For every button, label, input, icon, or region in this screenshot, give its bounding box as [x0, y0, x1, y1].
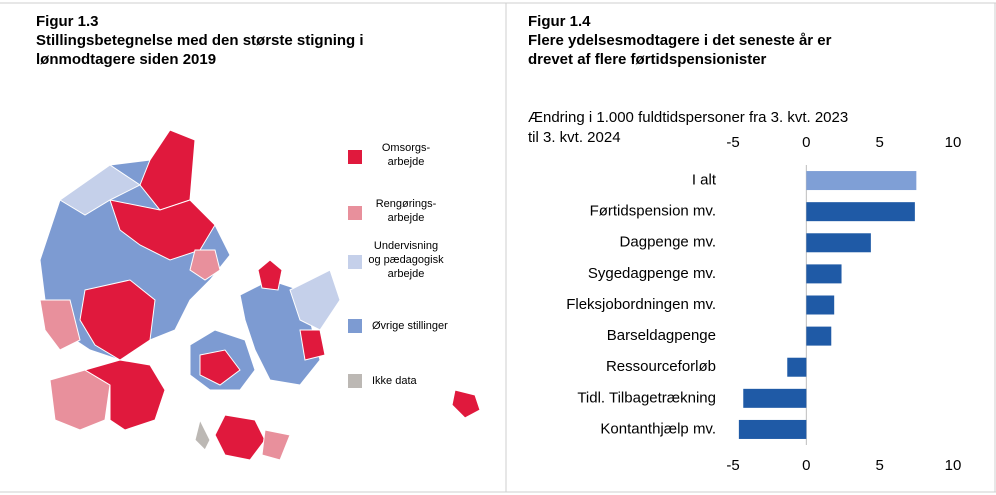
legend-label: arbejde — [388, 156, 425, 168]
x-tick-label: -5 — [726, 457, 739, 474]
legend-label: arbejde — [388, 212, 425, 224]
bar — [806, 171, 917, 191]
legend-label: og pædagogisk — [368, 254, 444, 266]
bar — [787, 357, 807, 377]
legend-label: arbejde — [388, 268, 425, 280]
bar — [806, 233, 871, 253]
bar — [743, 388, 807, 408]
legend-swatch — [348, 150, 362, 164]
x-tick-label: 10 — [945, 134, 962, 151]
x-tick-label: 5 — [875, 134, 883, 151]
x-tick-label: 5 — [875, 457, 883, 474]
title-line: Flere ydelsesmodtagere i det seneste år … — [528, 32, 832, 49]
legend-label: Ikke data — [372, 375, 418, 387]
title-line: lønmodtagere siden 2019 — [36, 51, 216, 68]
bar — [806, 295, 835, 315]
legend-swatch — [348, 319, 362, 333]
bar — [806, 326, 832, 346]
y-tick-label: Tidl. Tilbagetrækning — [577, 389, 716, 406]
x-tick-label: 0 — [802, 134, 810, 151]
x-tick-label: -5 — [726, 134, 739, 151]
y-tick-label: Fleksjobordningen mv. — [566, 296, 716, 313]
y-tick-label: Barseldagpenge — [607, 327, 716, 344]
title-line: Stillingsbetegnelse med den største stig… — [36, 32, 364, 49]
bar — [806, 264, 842, 284]
legend-swatch — [348, 374, 362, 388]
x-tick-label: 10 — [945, 457, 962, 474]
bar — [806, 202, 915, 222]
legend-label: Rengørings- — [376, 198, 437, 210]
legend-label: Omsorgs- — [382, 142, 431, 154]
y-tick-label: Dagpenge mv. — [620, 234, 716, 251]
legend-label: Øvrige stillinger — [372, 320, 448, 332]
legend-label: Undervisning — [374, 240, 438, 252]
y-tick-label: Førtidspension mv. — [590, 203, 716, 220]
subtitle-line: Ændring i 1.000 fuldtidspersoner fra 3. … — [528, 109, 848, 126]
x-tick-label: 0 — [802, 457, 810, 474]
y-tick-label: Kontanthjælp mv. — [600, 420, 716, 437]
legend-swatch — [348, 255, 362, 269]
y-tick-label: I alt — [692, 172, 717, 189]
y-tick-label: Ressourceforløb — [606, 358, 716, 375]
figure-label: Figur 1.3 — [36, 13, 99, 30]
subtitle-line: til 3. kvt. 2024 — [528, 129, 621, 146]
figure-label: Figur 1.4 — [528, 13, 591, 30]
legend-swatch — [348, 206, 362, 220]
map — [39, 129, 481, 461]
title-line: drevet af flere førtidspensionister — [528, 51, 767, 68]
bar — [738, 419, 807, 439]
y-tick-label: Sygedagpenge mv. — [588, 265, 716, 282]
